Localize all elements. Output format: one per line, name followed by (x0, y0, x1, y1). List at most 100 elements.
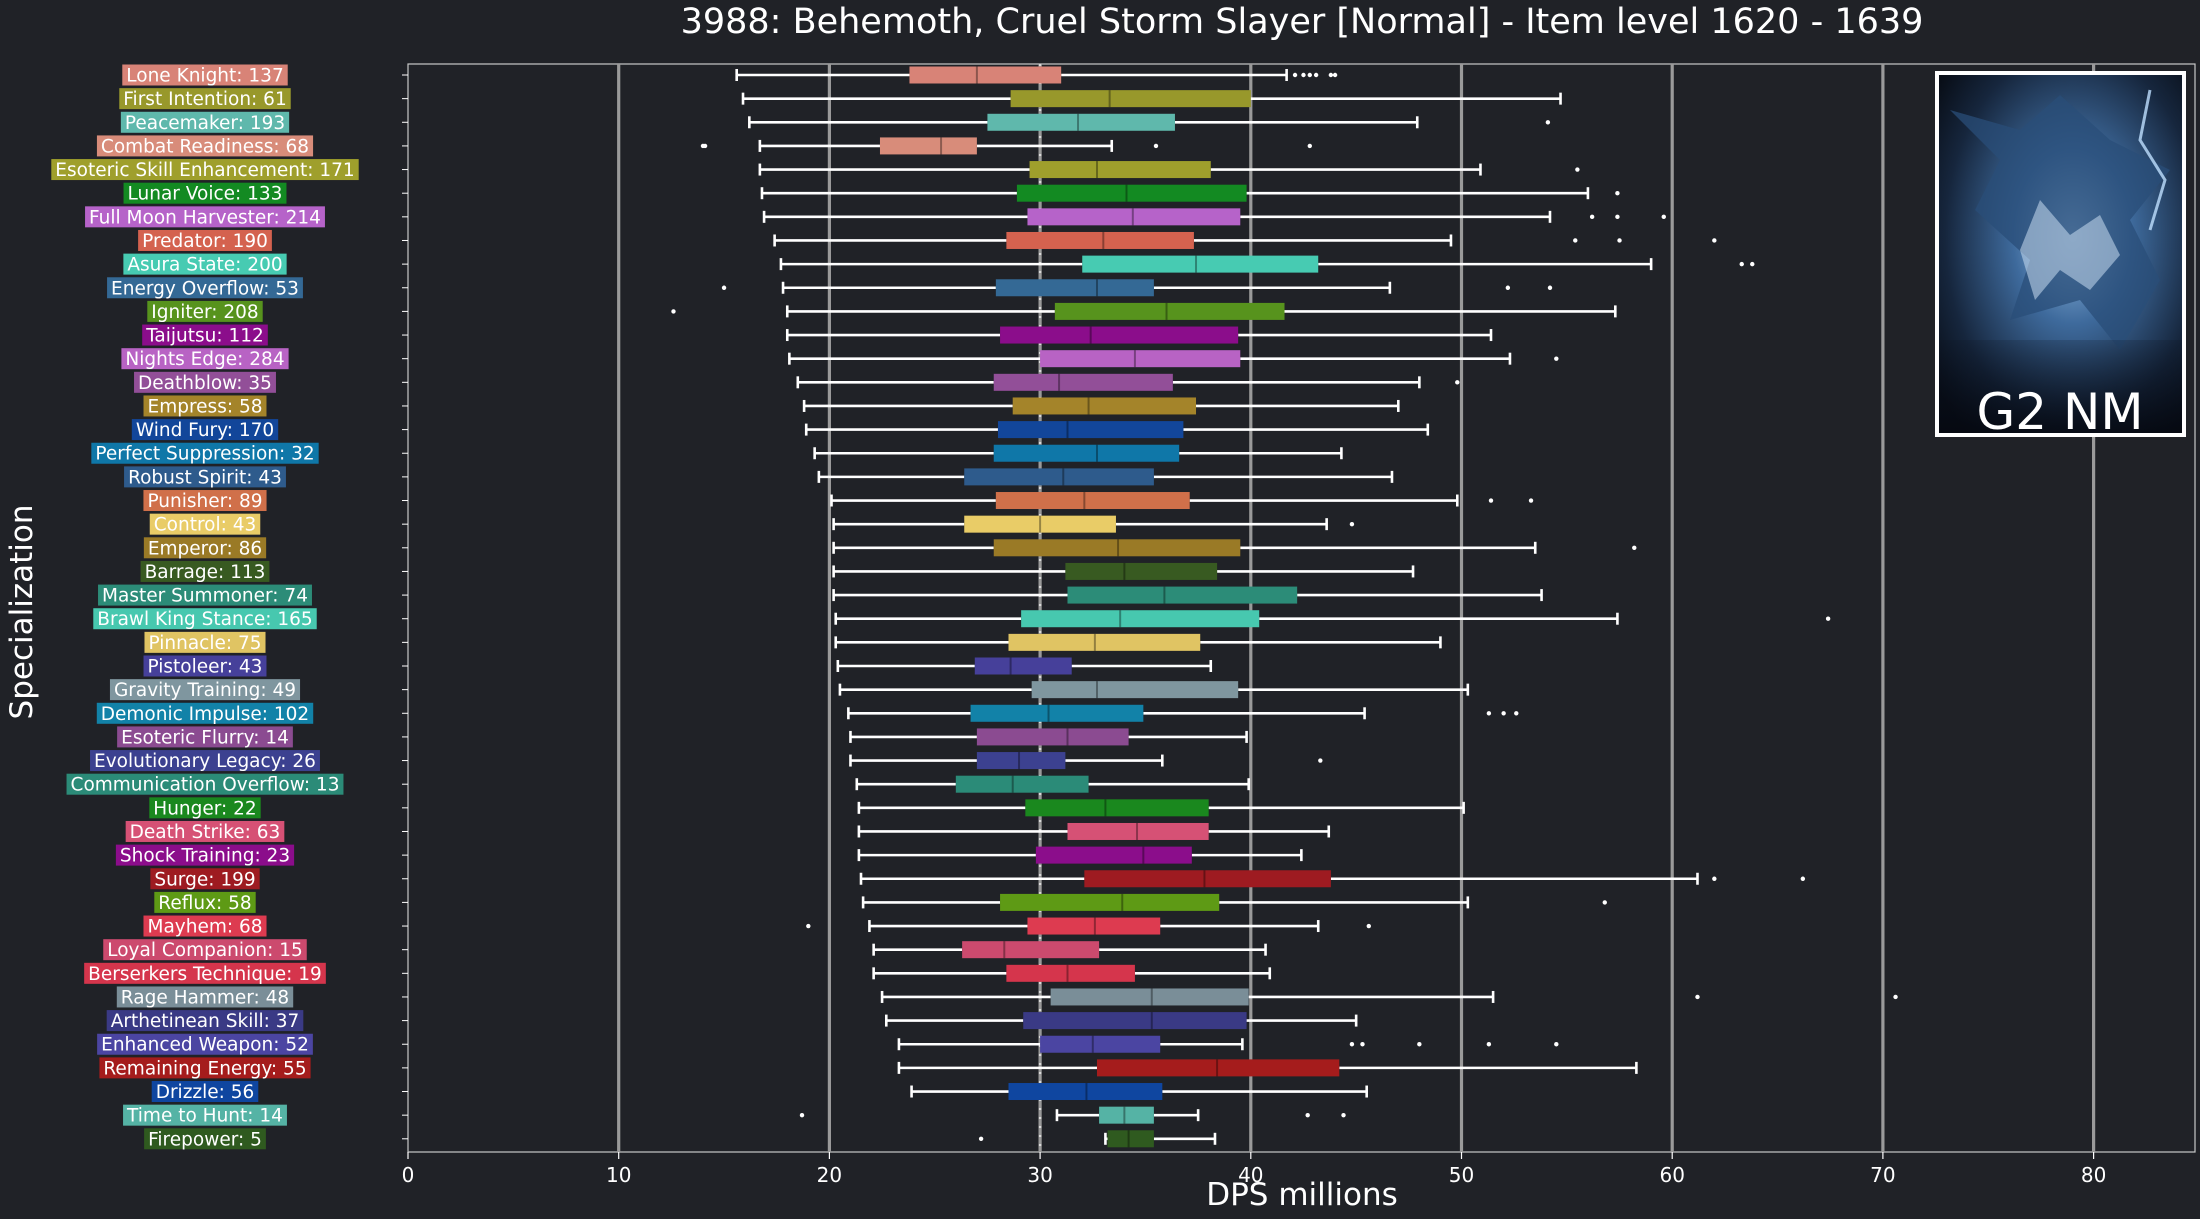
box (879, 137, 977, 155)
box (1027, 208, 1241, 226)
category-label-background (120, 111, 290, 133)
category-label-background (124, 466, 286, 488)
category-label-text: Drizzle: 56 (156, 1082, 255, 1103)
box (1067, 586, 1298, 604)
category-label-background (149, 513, 261, 535)
category-label-text: Empress: 58 (148, 396, 263, 417)
category-label-background (138, 229, 272, 251)
category-label-text: Emperor: 86 (148, 538, 262, 559)
category-label: Time to Hunt: 14 (123, 1104, 287, 1127)
category-label-background (150, 868, 260, 890)
outlier-point (1547, 285, 1553, 290)
category-label-text: Hunger: 22 (153, 798, 256, 819)
category-label: Loyal Companion: 15 (103, 939, 307, 961)
x-tick-label: 70 (1870, 1163, 1895, 1187)
box (1006, 231, 1194, 249)
box (993, 539, 1241, 557)
box (995, 279, 1154, 297)
category-label-text: Berserkers Technique: 19 (88, 964, 322, 985)
box (1027, 917, 1161, 935)
outlier-point (1573, 238, 1578, 243)
category-label: Pistoleer: 43 (143, 655, 267, 678)
category-label: Deathblow: 35 (134, 371, 276, 394)
category-label-text: Brawl King Stance: 165 (97, 609, 312, 630)
outlier-point (1825, 616, 1831, 621)
outlier-point (978, 1136, 984, 1142)
category-label-background (106, 1010, 304, 1032)
category-label-background (96, 702, 314, 724)
outlier-point (1800, 876, 1806, 881)
category-label: Combat Readiness: 68 (96, 135, 314, 157)
category-label-text: Deathblow: 35 (138, 373, 272, 394)
x-tick-label: 30 (1027, 1163, 1052, 1187)
category-label-text: Surge: 199 (154, 869, 255, 890)
box-row (402, 208, 1666, 226)
outlier-point (671, 309, 676, 314)
outlier-point (1486, 1042, 1492, 1047)
box (1031, 681, 1239, 699)
category-label-text: Pinnacle: 75 (148, 633, 261, 654)
outlier-point (1554, 356, 1559, 361)
category-label: Firepower: 5 (144, 1128, 266, 1150)
category-label: Pinnacle: 75 (144, 631, 266, 654)
box (993, 373, 1173, 391)
outlier-point (1712, 238, 1717, 243)
category-label: Asura State: 200 (123, 253, 287, 276)
box-row (402, 326, 1493, 344)
category-label: Enhanced Weapon: 52 (97, 1033, 313, 1056)
category-label: Demonic Impulse: 102 (96, 702, 314, 725)
outlier-point (1455, 380, 1460, 385)
category-label-background (109, 679, 301, 701)
badge-shade (1939, 340, 2182, 433)
box (1008, 633, 1201, 651)
box-row (402, 231, 1717, 249)
box (1096, 1059, 1340, 1077)
outlier-point (1615, 214, 1620, 220)
category-label-text: Time to Hunt: 14 (126, 1106, 283, 1127)
category-label-text: Energy Overflow: 53 (111, 278, 299, 299)
category-label: Master Summoner: 74 (98, 584, 312, 607)
box (1012, 397, 1197, 415)
outlier-point (1366, 923, 1371, 929)
category-label-background (144, 1128, 266, 1150)
box (962, 941, 1100, 959)
category-label-text: Shock Training: 23 (120, 846, 290, 867)
outlier-point (1615, 191, 1620, 196)
category-label-text: Death Strike: 63 (130, 822, 281, 843)
category-label: Reflux: 58 (154, 891, 256, 914)
category-label-text: Mayhem: 68 (147, 917, 262, 938)
outlier-point (1750, 261, 1755, 267)
category-label-background (125, 820, 285, 842)
category-label: Hunger: 22 (149, 797, 261, 819)
category-label: Full Moon Harvester: 214 (85, 206, 325, 228)
box-row (402, 492, 1534, 510)
box-row (402, 1083, 1368, 1101)
category-label-background (84, 962, 326, 984)
category-label: Death Strike: 63 (125, 820, 285, 843)
x-tick-label: 60 (1659, 1163, 1684, 1187)
category-label-background (66, 773, 344, 795)
box-row (402, 893, 1607, 911)
box-row (402, 184, 1620, 202)
box (1040, 350, 1241, 368)
outlier-point (1292, 72, 1298, 78)
category-label-background (143, 490, 267, 512)
category-label: Esoteric Flurry: 14 (117, 726, 293, 748)
category-label-text: Taijutsu: 112 (145, 326, 264, 347)
outlier-point (721, 285, 727, 290)
box-row (402, 539, 1637, 557)
category-label-background (142, 324, 268, 346)
category-label-text: Lone Knight: 137 (126, 66, 283, 87)
outlier-point (1328, 72, 1334, 78)
box (1029, 161, 1211, 179)
box (974, 657, 1072, 675)
box-row (402, 444, 1343, 462)
box (1067, 822, 1209, 840)
category-label-background (96, 135, 314, 157)
box-row (402, 657, 1213, 675)
category-label-background (85, 206, 325, 228)
box (1065, 562, 1218, 580)
x-tick-label: 0 (402, 1163, 415, 1187)
box (1023, 1012, 1247, 1030)
box (964, 468, 1154, 486)
